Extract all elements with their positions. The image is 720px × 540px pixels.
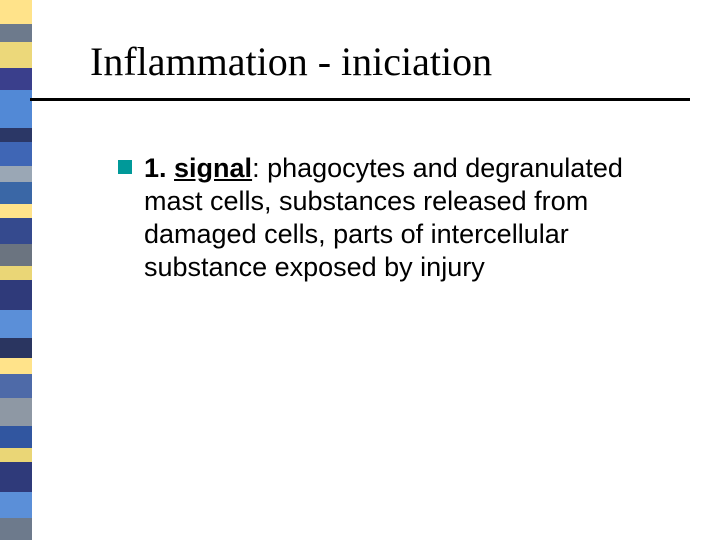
bullet-item: 1. signal: phagocytes and degranulated m… — [118, 152, 680, 284]
sidebar-segment — [0, 266, 32, 280]
sidebar-segment — [0, 142, 32, 166]
sidebar-segment — [0, 90, 32, 128]
sidebar-segment — [0, 374, 32, 398]
square-bullet-icon — [118, 160, 132, 174]
sidebar-segment — [0, 128, 32, 142]
sidebar-segment — [0, 218, 32, 244]
sidebar-segment — [0, 280, 32, 310]
sidebar-segment — [0, 426, 32, 448]
sidebar-segment — [0, 244, 32, 266]
sidebar-segment — [0, 398, 32, 426]
sidebar-segment — [0, 310, 32, 338]
sidebar-segment — [0, 358, 32, 374]
sidebar-segment — [0, 182, 32, 204]
title-underline-rule — [30, 98, 690, 101]
sidebar-segment — [0, 24, 32, 42]
sidebar-segment — [0, 204, 32, 218]
bullet-lead-number: 1. — [144, 153, 174, 183]
sidebar-segment — [0, 166, 32, 182]
sidebar-segment — [0, 68, 32, 90]
bullet-text: 1. signal: phagocytes and degranulated m… — [144, 152, 680, 284]
sidebar-segment — [0, 448, 32, 462]
sidebar-segment — [0, 42, 32, 68]
slide-title: Inflammation - iniciation — [90, 38, 690, 85]
sidebar-segment — [0, 462, 32, 492]
sidebar-segment — [0, 518, 32, 540]
slide-content: Inflammation - iniciation — [90, 38, 690, 95]
sidebar-segment — [0, 0, 32, 24]
sidebar-segment — [0, 492, 32, 518]
bullet-lead-underline: signal — [174, 153, 252, 183]
decorative-sidebar — [0, 0, 32, 540]
sidebar-segment — [0, 338, 32, 358]
slide-body: 1. signal: phagocytes and degranulated m… — [118, 152, 680, 284]
